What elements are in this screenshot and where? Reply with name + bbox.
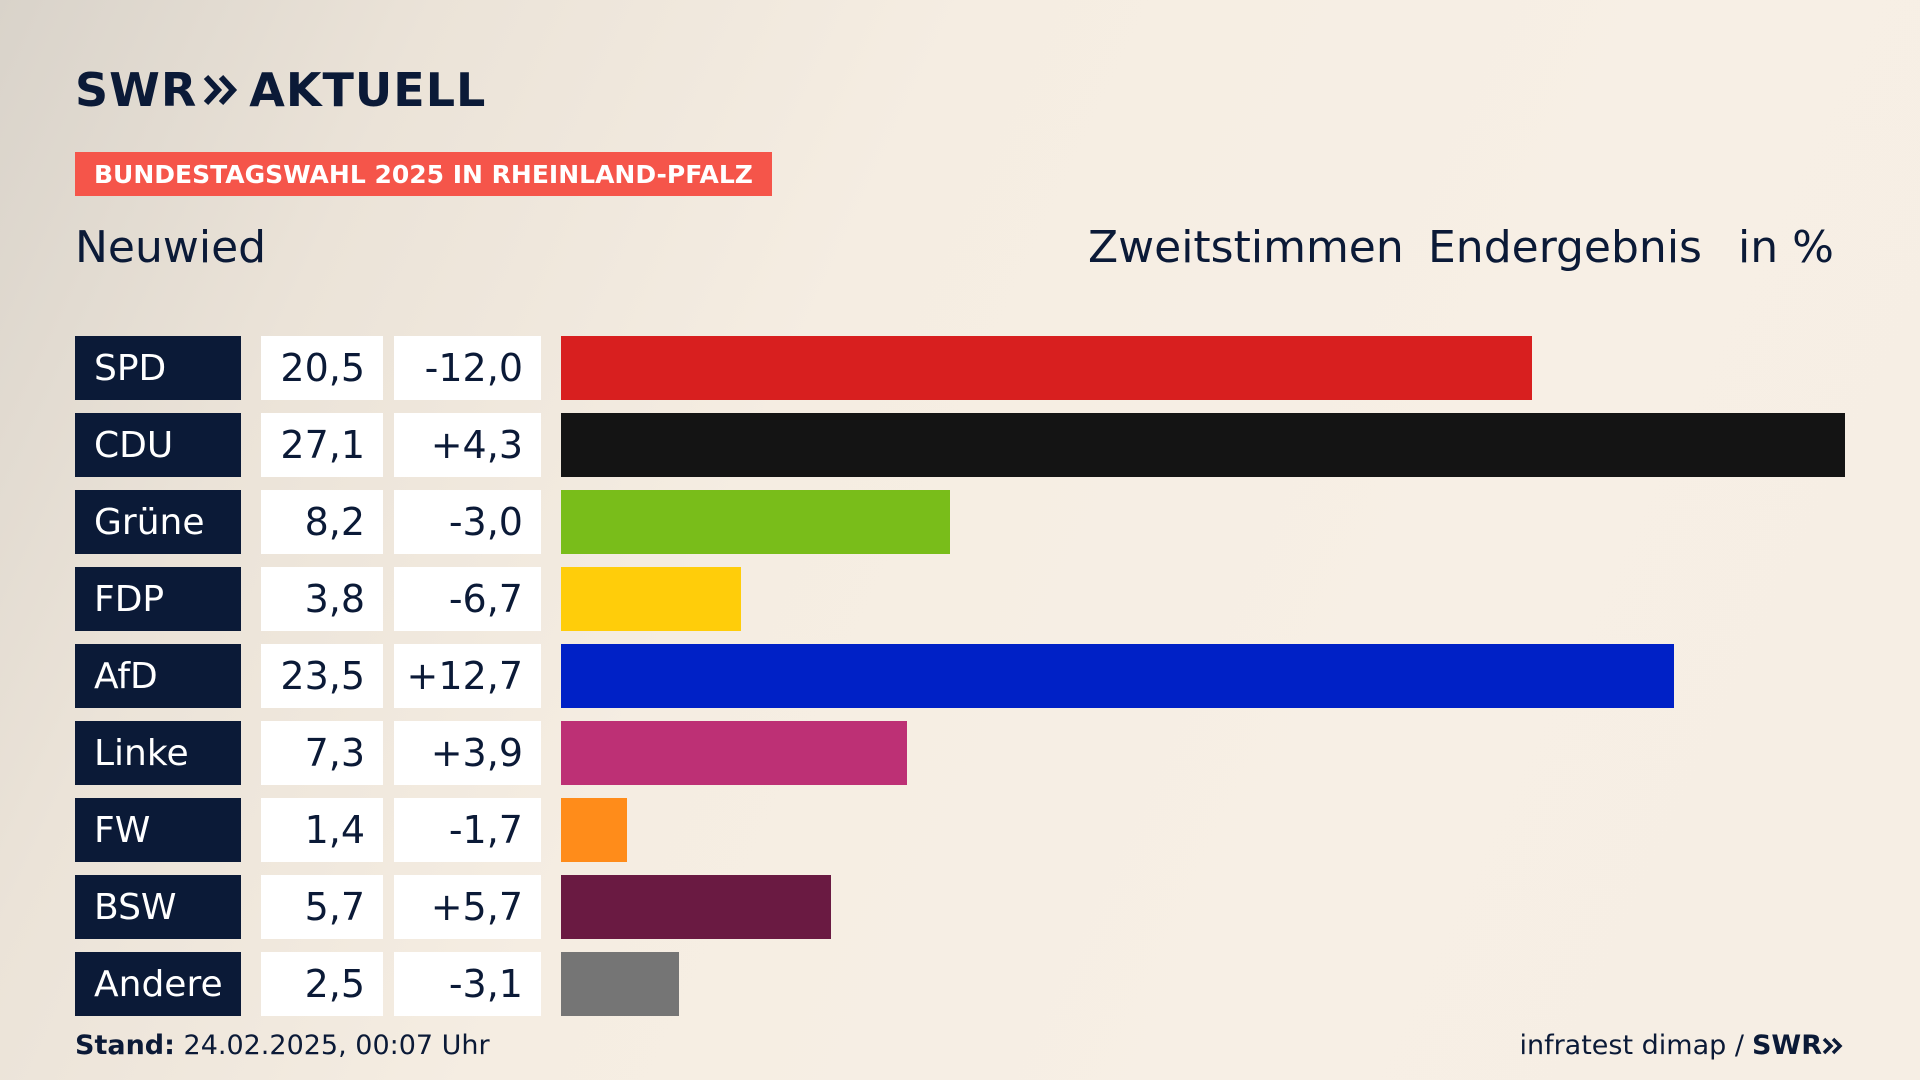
party-label: BSW: [75, 875, 241, 939]
logo-brand-text: AKTUELL: [249, 63, 487, 117]
result-header: Endergebnis: [1428, 222, 1702, 273]
double-chevron-right-icon: [203, 73, 239, 107]
source-brand-text: SWR: [1751, 1030, 1822, 1061]
logo-swr-text: SWR: [75, 63, 198, 117]
result-bar: [561, 567, 741, 631]
value-label: 7,3: [261, 721, 383, 785]
party-label: SPD: [75, 336, 241, 400]
result-bar: [561, 336, 1532, 400]
unit-header: in %: [1738, 222, 1834, 273]
result-bar: [561, 413, 1845, 477]
party-label: CDU: [75, 413, 241, 477]
party-label: FDP: [75, 567, 241, 631]
party-label: Linke: [75, 721, 241, 785]
change-label: +3,9: [394, 721, 541, 785]
result-bar: [561, 721, 907, 785]
result-bar: [561, 490, 950, 554]
election-banner: BUNDESTAGSWAHL 2025 IN RHEINLAND-PFALZ: [75, 152, 772, 196]
value-label: 23,5: [261, 644, 383, 708]
change-label: -6,7: [394, 567, 541, 631]
party-label: Grüne: [75, 490, 241, 554]
swr-aktuell-logo: SWR AKTUELL: [75, 63, 487, 117]
source-text: infratest dimap /: [1519, 1030, 1744, 1061]
party-label: AfD: [75, 644, 241, 708]
value-label: 5,7: [261, 875, 383, 939]
region-title: Neuwied: [75, 222, 267, 273]
result-bar: [561, 952, 679, 1016]
value-label: 20,5: [261, 336, 383, 400]
change-label: -3,0: [394, 490, 541, 554]
footer-source: infratest dimap / SWR: [1519, 1030, 1844, 1061]
change-label: +4,3: [394, 413, 541, 477]
value-label: 8,2: [261, 490, 383, 554]
party-label: FW: [75, 798, 241, 862]
source-swr-logo: SWR: [1752, 1030, 1844, 1061]
change-label: +5,7: [394, 875, 541, 939]
result-bar: [561, 644, 1674, 708]
party-label: Andere: [75, 952, 241, 1016]
change-label: +12,7: [394, 644, 541, 708]
stand-label: Stand:: [75, 1030, 175, 1061]
vote-type-header: Zweitstimmen: [1088, 222, 1404, 273]
value-label: 1,4: [261, 798, 383, 862]
value-label: 2,5: [261, 952, 383, 1016]
change-label: -1,7: [394, 798, 541, 862]
stand-value: 24.02.2025, 00:07 Uhr: [183, 1030, 490, 1061]
change-label: -12,0: [394, 336, 541, 400]
double-chevron-right-icon: [1822, 1037, 1843, 1054]
footer-timestamp: Stand: 24.02.2025, 00:07 Uhr: [75, 1030, 490, 1061]
value-label: 27,1: [261, 413, 383, 477]
value-label: 3,8: [261, 567, 383, 631]
result-bar: [561, 798, 627, 862]
change-label: -3,1: [394, 952, 541, 1016]
result-bar: [561, 875, 831, 939]
